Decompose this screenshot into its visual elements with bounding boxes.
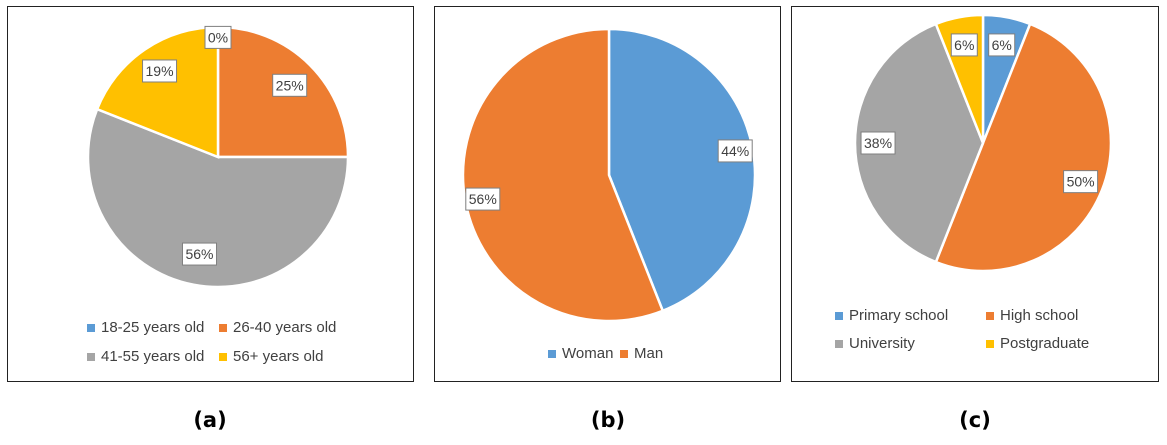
data-label-text: 6%: [954, 37, 974, 53]
data-label-box: [1063, 170, 1099, 194]
legend-swatch: [620, 349, 628, 358]
data-label: 0%: [204, 25, 232, 49]
legend-item: Man: [620, 345, 663, 362]
data-label: 6%: [988, 33, 1016, 57]
legend-swatch: [87, 352, 95, 361]
legend-label: Woman: [562, 345, 614, 362]
data-label: 44%: [717, 139, 753, 163]
data-label-text: 25%: [276, 77, 304, 93]
legend-swatch: [219, 352, 227, 361]
data-label-box: [717, 139, 753, 163]
legend-swatch: [986, 339, 994, 348]
legend-label: 56+ years old: [233, 348, 324, 365]
legend-label: 18-25 years old: [101, 319, 205, 336]
legend-label: 26-40 years old: [233, 319, 337, 336]
data-label-text: 6%: [992, 37, 1012, 53]
legend-item: Woman: [548, 345, 613, 362]
legend-label: Primary school: [849, 307, 949, 324]
legend-item: 18-25 years old: [87, 319, 204, 336]
data-label-box: [272, 73, 308, 97]
caption-b: (b): [590, 408, 626, 432]
caption-c: (c): [959, 408, 991, 432]
pie-slice: [95, 25, 220, 159]
legend-swatch: [219, 323, 227, 332]
data-label-box: [465, 187, 501, 211]
data-label: 56%: [465, 187, 501, 211]
legend-label: University: [849, 335, 915, 352]
data-label-text: 19%: [146, 63, 174, 79]
data-label: 56%: [181, 242, 217, 266]
legend-swatch: [986, 311, 994, 320]
legend-label: Postgraduate: [1000, 335, 1090, 352]
data-label-text: 56%: [469, 191, 497, 207]
data-label-text: 44%: [721, 143, 749, 159]
data-label-box: [142, 59, 178, 83]
data-label-text: 0%: [208, 29, 228, 45]
data-label-box: [204, 25, 232, 49]
legend-item: 26-40 years old: [219, 319, 336, 336]
legend-item: University: [835, 335, 915, 352]
data-label-box: [950, 33, 978, 57]
data-label: 50%: [1063, 170, 1099, 194]
legend-item: Postgraduate: [986, 335, 1089, 352]
legend-item: Primary school: [835, 307, 948, 324]
legend-swatch: [835, 311, 843, 320]
legend-label: Man: [634, 345, 664, 362]
data-label: 38%: [860, 131, 896, 155]
legend-item: 41-55 years old: [87, 348, 204, 365]
data-label: 19%: [142, 59, 178, 83]
pie-chart-gender: 44% 56%: [461, 27, 757, 323]
chart-panel-a: 0% 25% 56% 19% 18-25 years old 26-40 years …: [7, 6, 414, 382]
pie-slice: [853, 22, 985, 264]
chart-panel-c: 6% 50% 38% 6% Primary school High school Un…: [791, 6, 1159, 382]
legend-label: 41-55 years old: [101, 348, 205, 365]
pie-slice: [934, 22, 1113, 273]
data-label: 6%: [950, 33, 978, 57]
legend-swatch: [835, 339, 843, 348]
data-label: 25%: [272, 73, 308, 97]
pie-chart-age: 0% 25% 56% 19%: [86, 25, 350, 289]
legend-label: High school: [1000, 307, 1079, 324]
legend-item: 56+ years old: [219, 348, 323, 365]
legend-swatch: [87, 323, 95, 332]
data-label-text: 50%: [1067, 174, 1095, 190]
chart-panel-b: 44% 56% Woman Man: [434, 6, 781, 382]
data-label-box: [181, 242, 217, 266]
legend-item: High school: [986, 307, 1078, 324]
data-label-text: 56%: [185, 246, 213, 262]
data-label-box: [988, 33, 1016, 57]
data-label-text: 38%: [864, 135, 892, 151]
data-label-box: [860, 131, 896, 155]
pie-slice: [86, 107, 350, 289]
legend-swatch: [548, 349, 556, 358]
pie-chart-education: 6% 50% 38% 6%: [853, 13, 1113, 273]
caption-a: (a): [193, 408, 227, 432]
